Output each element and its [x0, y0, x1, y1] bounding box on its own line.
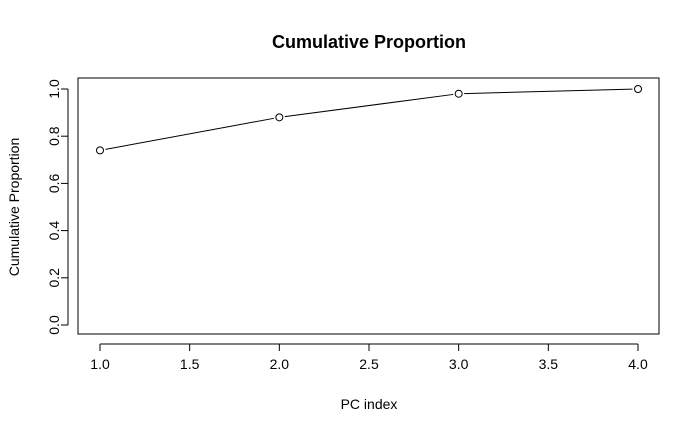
x-tick-label: 3.0 — [449, 356, 469, 372]
x-tick-label: 1.5 — [180, 356, 200, 372]
plot-area — [77, 77, 660, 335]
series-line-segment — [284, 93, 454, 118]
y-tick-label: 0.2 — [46, 268, 62, 288]
x-tick-label: 2.5 — [359, 356, 379, 372]
series-line-segment — [105, 117, 275, 150]
data-point — [96, 146, 104, 155]
x-tick-label: 4.0 — [628, 356, 648, 372]
y-tick-label: 0.6 — [46, 173, 62, 193]
data-point — [454, 89, 463, 98]
data-point — [634, 85, 642, 93]
series-line-segment — [464, 88, 633, 95]
y-axis-label: Cumulative Proportion — [6, 138, 22, 277]
y-tick-label: 0.0 — [46, 315, 62, 335]
series-group — [96, 85, 642, 155]
data-point — [275, 113, 284, 122]
x-tick-label: 3.5 — [539, 356, 559, 372]
chart-title: Cumulative Proportion — [272, 32, 466, 52]
x-tick-label: 1.0 — [90, 356, 110, 372]
y-tick-label: 0.8 — [46, 126, 62, 146]
y-axis: 0.0 0.2 0.4 0.6 0.8 1.0 — [46, 79, 69, 335]
x-axis: 1.0 1.5 2.0 2.5 3.0 3.5 4.0 — [90, 343, 648, 372]
y-tick-label: 1.0 — [46, 79, 62, 99]
y-tick-label: 0.4 — [46, 221, 62, 241]
x-axis-label: PC index — [341, 396, 398, 412]
x-tick-label: 2.0 — [270, 356, 290, 372]
